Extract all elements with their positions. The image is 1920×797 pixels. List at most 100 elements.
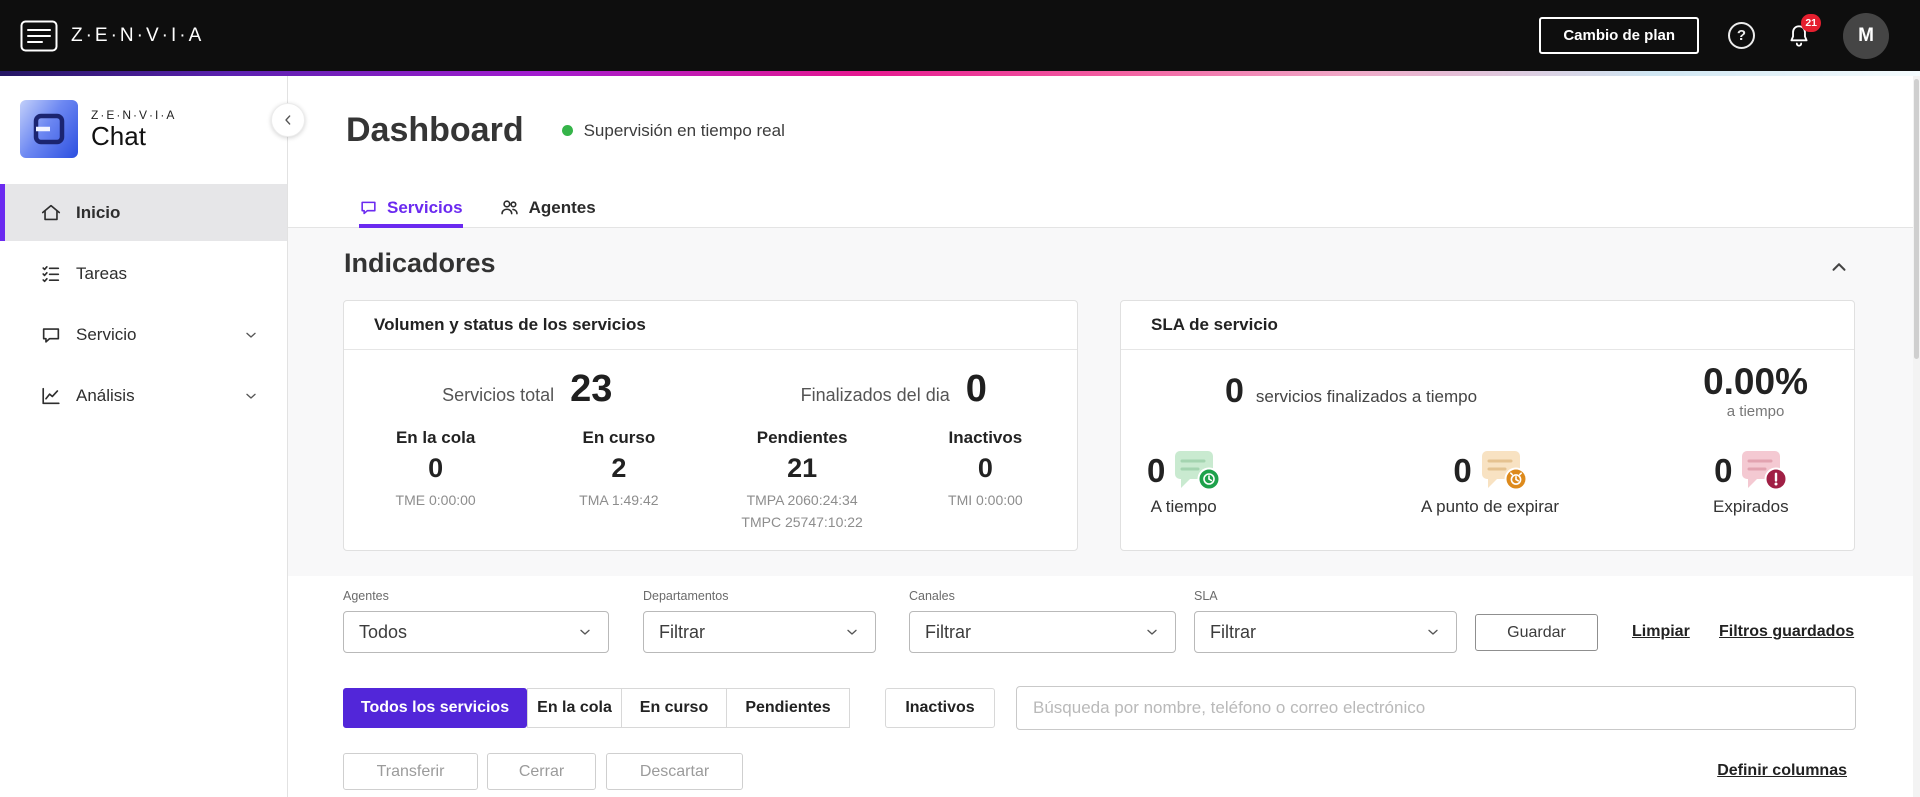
agentes-select[interactable]: Todos [343,611,609,653]
sla-select[interactable]: Filtrar [1194,611,1457,653]
sla-stat-label: A punto de expirar [1421,497,1559,516]
dashboard-tabbar: Servicios Agentes [288,191,1920,228]
column-label: Inactivos [948,428,1023,447]
service-tab-pendientes[interactable]: Pendientes [726,688,850,728]
tasks-checklist-icon [40,263,62,285]
sidebar-collapse-button[interactable] [271,103,305,137]
tab-agentes[interactable]: Agentes [499,191,596,228]
filter-label: Departamentos [643,589,729,603]
services-total-label: Servicios total [442,384,555,405]
select-value: Todos [359,621,408,642]
volume-status-card: Volumen y status de los servicios Servic… [343,300,1078,551]
tab-label: Agentes [528,197,596,217]
sla-expiring-stat: 0 [1421,450,1559,517]
indicators-section: Indicadores Volumen y status de los serv… [288,228,1920,576]
select-value: Filtrar [659,621,705,642]
clear-filters-link[interactable]: Limpiar [1632,623,1690,640]
sidebar-item-inicio[interactable]: Inicio [0,184,287,241]
saved-filters-link[interactable]: Filtros guardados [1719,623,1855,640]
sla-expired-icon [1741,450,1788,492]
chevron-left-icon [285,115,291,125]
column-label: En la cola [395,428,476,447]
transfer-button[interactable]: Transferir [343,753,478,790]
close-button[interactable]: Cerrar [487,753,596,790]
inactive-column: Inactivos 0 TMI 0:00:00 [894,428,1077,533]
finished-today-label: Finalizados del dia [800,384,950,405]
brand-name: Z·E·N·V·I·A [71,24,205,46]
service-tab-en-curso[interactable]: En curso [621,688,727,728]
filter-label: SLA [1194,589,1218,603]
notifications-badge: 21 [1801,13,1821,32]
sidebar-item-tareas[interactable]: Tareas [0,245,287,302]
services-total: Servicios total 23 [344,368,711,411]
sla-stat-label: A tiempo [1150,497,1217,516]
sla-stat-value: 0 [1453,452,1472,489]
sidebar: Z·E·N·V·I·A Chat Inicio [0,76,288,797]
volume-card-title: Volumen y status de los servicios [344,301,1077,350]
column-metric: TMI 0:00:00 [948,492,1023,508]
define-columns-link[interactable]: Definir columnas [1717,762,1847,779]
scrollbar-thumb[interactable] [1914,79,1919,359]
service-tab-inactivos[interactable]: Inactivos [885,688,995,728]
collapse-section-chevron-up-icon[interactable] [1828,256,1850,278]
sla-stat-value: 0 [1147,452,1166,489]
sla-ontime-value: 0 [1225,371,1244,410]
canales-select[interactable]: Filtrar [909,611,1176,653]
sidebar-item-servicio[interactable]: Servicio [0,306,287,363]
column-metric: TMA 1:49:42 [579,492,659,508]
sla-stat-label: Expirados [1713,497,1789,516]
sidebar-item-analisis[interactable]: Análisis [0,367,287,424]
services-total-value: 23 [570,367,613,410]
change-plan-button[interactable]: Cambio de plan [1539,17,1699,54]
sidebar-nav: Inicio Tareas [0,184,287,424]
brand-gradient-strip [0,71,1920,76]
sla-ontime-icon [1174,450,1221,492]
finished-today-value: 0 [965,367,987,410]
service-tab-en-la-cola[interactable]: En la cola [527,688,622,728]
sidebar-item-label: Análisis [76,385,135,405]
zenvia-logo-icon [20,20,58,52]
zenvia-brand: Z·E·N·V·I·A [20,20,204,52]
help-icon[interactable]: ? [1728,22,1755,49]
sidebar-item-label: Inicio [76,202,121,222]
column-label: En curso [582,428,656,447]
notifications-bell-icon[interactable]: 21 [1784,13,1821,51]
column-value: 0 [428,453,444,483]
zenvia-chat-logo-icon [20,100,78,158]
sla-percent: 0.00% a tiempo [1703,363,1808,420]
sidebar-product-name: Chat [91,120,146,151]
line-chart-icon [40,385,62,407]
sla-ontime-stat: 0 [1147,450,1221,517]
sla-ontime-label: servicios finalizados a tiempo [1255,386,1478,406]
search-input[interactable] [1016,686,1856,730]
sla-stat-value: 0 [1714,452,1733,489]
chevron-down-icon[interactable] [243,388,259,404]
chevron-down-icon[interactable] [243,327,259,343]
indicators-title: Indicadores [344,248,496,278]
topbar: Z·E·N·V·I·A Cambio de plan ? 21 M [0,0,1920,71]
filter-canales: Canales Filtrar [909,589,1176,653]
sidebar-item-label: Tareas [76,263,128,283]
sla-expired-stat: 0 [1713,450,1789,517]
sla-card: SLA de servicio 0 servicios finalizados … [1120,300,1855,551]
column-value: 21 [787,453,818,483]
save-filters-button[interactable]: Guardar [1475,614,1598,651]
service-tab-todos[interactable]: Todos los servicios [343,688,527,728]
avatar[interactable]: M [1843,12,1889,59]
chat-bubble-icon [40,324,62,346]
column-metric-line: TMPA 2060:24:34 [746,492,858,508]
column-label: Pendientes [756,428,848,447]
select-value: Filtrar [1210,621,1256,642]
realtime-status: Supervisión en tiempo real [561,121,785,141]
column-metric: TMPA 2060:24:34 TMPC 25747:10:22 [711,490,894,533]
scrollbar-track [1913,76,1920,797]
tab-servicios[interactable]: Servicios [359,191,463,228]
tab-label: Servicios [387,197,463,217]
discard-button[interactable]: Descartar [606,753,743,790]
queue-column: En la cola 0 TME 0:00:00 [344,428,527,533]
chevron-down-icon [1425,624,1441,640]
page-title: Dashboard [346,111,524,149]
departamentos-select[interactable]: Filtrar [643,611,876,653]
column-value: 0 [977,453,993,483]
